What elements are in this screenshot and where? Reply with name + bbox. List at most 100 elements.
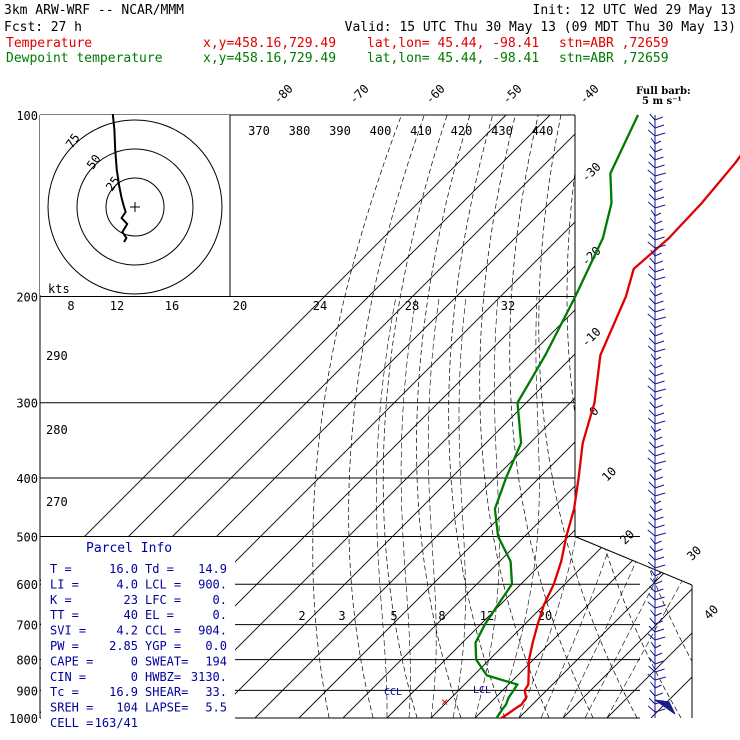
parcel-info-value2: 194 (205, 654, 227, 668)
hodograph-ring (76, 148, 194, 266)
wind-barb (649, 577, 663, 585)
isotherm-label: -10 (579, 325, 604, 350)
isobar-label: 600 (16, 578, 38, 592)
moist-adiabat (584, 296, 692, 718)
isotherm-label: -70 (347, 82, 372, 107)
wind-barb (650, 249, 662, 257)
wind-barb (650, 609, 662, 617)
isotherm-line (606, 115, 692, 718)
parcel-info-key2: HWBZ= (145, 670, 181, 684)
wind-barb (648, 121, 665, 129)
parcel-info-value: 163/41 (95, 716, 138, 730)
wind-barb (648, 265, 665, 273)
wind-barb (648, 233, 665, 241)
barb-key-line1: Full barb: (636, 86, 691, 97)
isotherm-line (518, 115, 692, 718)
hodograph-ring (47, 119, 223, 295)
valid-time: Valid: 15 UTC Thu 30 May 13 (09 MDT Thu … (345, 20, 736, 35)
parcel-info-key: CELL = (50, 716, 93, 730)
wind-barb (647, 201, 666, 209)
theta-left-label: 290 (46, 349, 68, 363)
theta-label: 440 (532, 124, 554, 138)
wind-barb (648, 625, 665, 633)
dewpoint-profile (474, 114, 640, 719)
wind-barb (649, 617, 663, 625)
wind-barb (650, 393, 662, 401)
wind-barb (647, 313, 666, 321)
parcel-info-background (41, 537, 235, 722)
theta-left-label: 270 (46, 495, 68, 509)
parcel-info-value2: 0. (213, 608, 227, 622)
isotherm-line (254, 115, 692, 718)
wind-barb (648, 409, 665, 417)
dry-adiabat (566, 115, 682, 718)
parcel-info-key: TT = (50, 608, 79, 622)
isobar-label: 200 (16, 291, 38, 305)
wind-barb (648, 305, 665, 313)
isotherm-line (430, 115, 692, 718)
wind-barb (649, 153, 664, 161)
parcel-info-key2: CCL = (145, 624, 181, 638)
parcel-info-value: 16.9 (109, 685, 138, 699)
wind-barb (649, 185, 663, 193)
wind-barb (649, 441, 664, 449)
parcel-info-key2: SHEAR= (145, 685, 188, 699)
theta-label: 430 (491, 124, 513, 138)
wind-barb (650, 569, 662, 577)
parcel-info-key2: YGP = (145, 639, 181, 653)
wind-barb (647, 489, 666, 497)
parcel-info-key2: SWEAT= (145, 654, 188, 668)
hodograph-units: kts (48, 282, 70, 296)
isobar-label: 100 (16, 109, 38, 123)
isotherm-label: -30 (579, 160, 604, 185)
isobar-label: 800 (16, 654, 38, 668)
parcel-info-key: K = (50, 593, 72, 607)
wind-barb (649, 297, 664, 305)
dry-adiabat (671, 115, 692, 718)
wind-barb (649, 145, 663, 153)
wind-barb (648, 593, 665, 601)
isotherm-label: 30 (684, 543, 704, 563)
parcel-info-key2: LFC = (145, 593, 181, 607)
wind-barb (649, 401, 663, 409)
dry-adiabat (696, 115, 740, 718)
mixing-ratio-top-label: 32 (501, 299, 515, 313)
isobar-label: 300 (16, 397, 38, 411)
moist-adiabat (606, 296, 692, 718)
wind-barb (650, 497, 662, 505)
legend-dewpoint-latlon: lat,lon= 45.44, -98.41 (367, 51, 539, 66)
legend-temperature-latlon: lat,lon= 45.44, -98.41 (367, 36, 539, 51)
hodograph-ring (105, 177, 165, 237)
wind-barb-flag (654, 699, 676, 715)
wind-barb (647, 169, 666, 177)
barb-key-line2: 5 m s⁻¹ (642, 96, 682, 107)
isotherm-label: 20 (617, 527, 637, 547)
mixing-ratio-label: 8 (438, 609, 445, 623)
dry-adiabat (620, 115, 692, 718)
dry-adiabat (348, 115, 425, 718)
wind-barb (648, 481, 665, 489)
wind-barb (650, 353, 662, 361)
wind-barb (649, 473, 663, 481)
mixing-ratio-top-label: 8 (67, 299, 74, 313)
forecast-hour: 27 h (51, 20, 82, 35)
parcel-info-key: Tc = (50, 685, 79, 699)
parcel-info-key: T = (50, 562, 72, 576)
wind-barb (649, 329, 663, 337)
theta-left-label: 280 (46, 423, 68, 437)
wind-barb (647, 529, 666, 537)
parcel-info-value2: 14.9 (198, 562, 227, 576)
theta-label: 420 (451, 124, 473, 138)
parcel-info-key2: Td = (145, 562, 174, 576)
parcel-info-key2: LCL = (145, 577, 181, 591)
mixing-ratio-label: 3 (338, 609, 345, 623)
moist-adiabat (428, 296, 440, 718)
parcel-info-value2: 5.5 (205, 701, 227, 715)
wind-barb (647, 673, 666, 681)
wind-barb (649, 369, 664, 377)
wind-barb (648, 449, 665, 457)
legend-temperature-name: Temperature (6, 36, 92, 51)
parcel-info-value: 16.0 (109, 562, 138, 576)
parcel-info-key2: EL = (145, 608, 174, 622)
